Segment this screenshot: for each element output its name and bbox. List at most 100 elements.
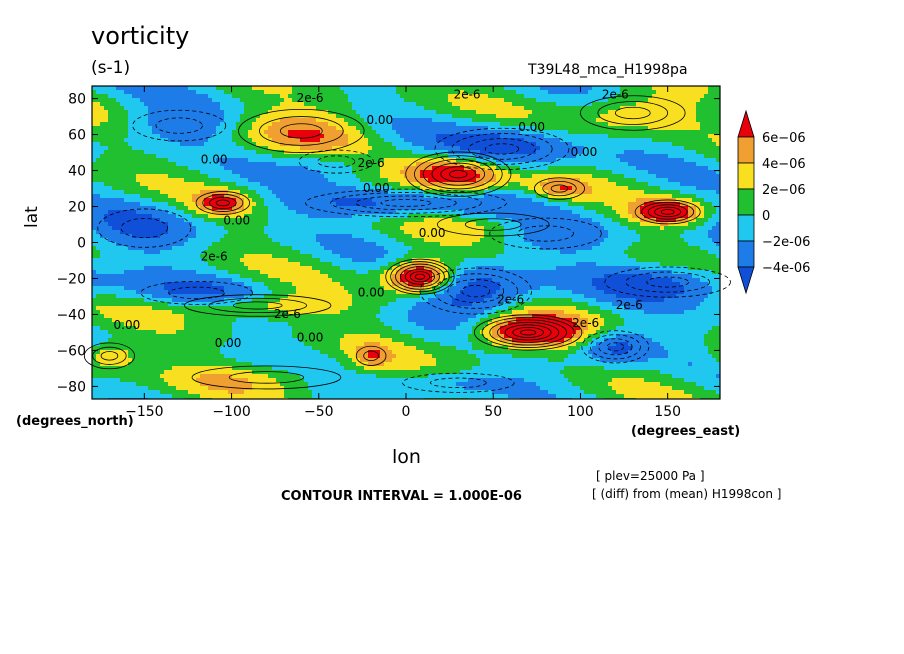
field-cell [624,90,629,95]
field-cell [148,102,153,107]
field-cell [180,94,185,99]
field-cell [276,194,281,199]
field-cell [536,174,541,179]
field-cell [500,162,505,167]
field-cell [204,122,209,127]
field-cell [528,106,533,111]
field-cell [520,162,525,167]
field-cell [296,166,301,171]
field-cell [220,130,225,135]
field-cell [228,122,233,127]
field-cell [196,86,201,91]
field-cell [164,194,169,199]
field-cell [92,178,97,183]
field-cell [136,110,141,115]
field-cell [460,90,465,95]
field-cell [396,142,401,147]
field-cell [696,158,701,163]
field-cell [708,158,713,163]
field-cell [476,170,481,175]
field-cell [372,162,377,167]
field-cell [584,134,589,139]
field-cell [288,86,293,91]
field-cell [488,90,493,95]
field-cell [444,94,449,99]
field-cell [524,210,529,215]
field-cell [104,186,109,191]
field-cell [292,202,297,207]
field-cell [268,114,273,119]
field-cell [708,130,713,135]
field-cell [208,158,213,163]
field-cell [436,138,441,143]
field-cell [384,206,389,211]
field-cell [584,122,589,127]
field-cell [592,202,597,207]
field-cell [128,186,133,191]
field-cell [624,134,629,139]
field-cell [396,130,401,135]
field-cell [676,174,681,179]
field-cell [248,90,253,95]
field-cell [280,122,285,127]
field-cell [708,134,713,139]
field-cell [468,110,473,115]
field-cell [384,98,389,103]
field-cell [640,198,645,203]
field-cell [160,158,165,163]
field-cell [356,174,361,179]
field-cell [540,190,545,195]
field-cell [240,86,245,91]
field-cell [124,130,129,135]
field-cell [292,186,297,191]
field-cell [284,162,289,167]
field-cell [400,166,405,171]
field-cell [324,126,329,131]
field-cell [324,170,329,175]
field-cell [144,110,149,115]
field-cell [480,142,485,147]
field-cell [184,130,189,135]
field-cell [608,162,613,167]
field-cell [108,138,113,143]
field-cell [684,202,689,207]
field-cell [340,110,345,115]
field-cell [248,94,253,99]
field-cell [672,138,677,143]
field-cell [344,98,349,103]
field-cell [144,142,149,147]
field-cell [500,194,505,199]
field-cell [368,198,373,203]
field-cell [132,206,137,211]
field-cell [152,110,157,115]
field-cell [384,126,389,131]
field-cell [232,178,237,183]
field-cell [340,174,345,179]
field-cell [508,90,513,95]
field-cell [284,130,289,135]
field-cell [468,118,473,123]
field-cell [504,198,509,203]
field-cell [448,126,453,131]
field-cell [360,190,365,195]
field-cell [632,182,637,187]
field-cell [464,94,469,99]
field-cell [588,174,593,179]
field-cell [284,126,289,131]
field-cell [180,174,185,179]
field-cell [224,106,229,111]
field-cell [660,134,665,139]
field-cell [608,134,613,139]
field-cell [104,90,109,95]
field-cell [632,194,637,199]
field-cell [440,182,445,187]
field-cell [536,142,541,147]
field-cell [188,174,193,179]
field-cell [288,134,293,139]
field-cell [156,170,161,175]
field-cell [708,154,713,159]
field-cell [576,138,581,143]
field-cell [292,178,297,183]
field-cell [716,190,721,195]
field-cell [520,90,525,95]
